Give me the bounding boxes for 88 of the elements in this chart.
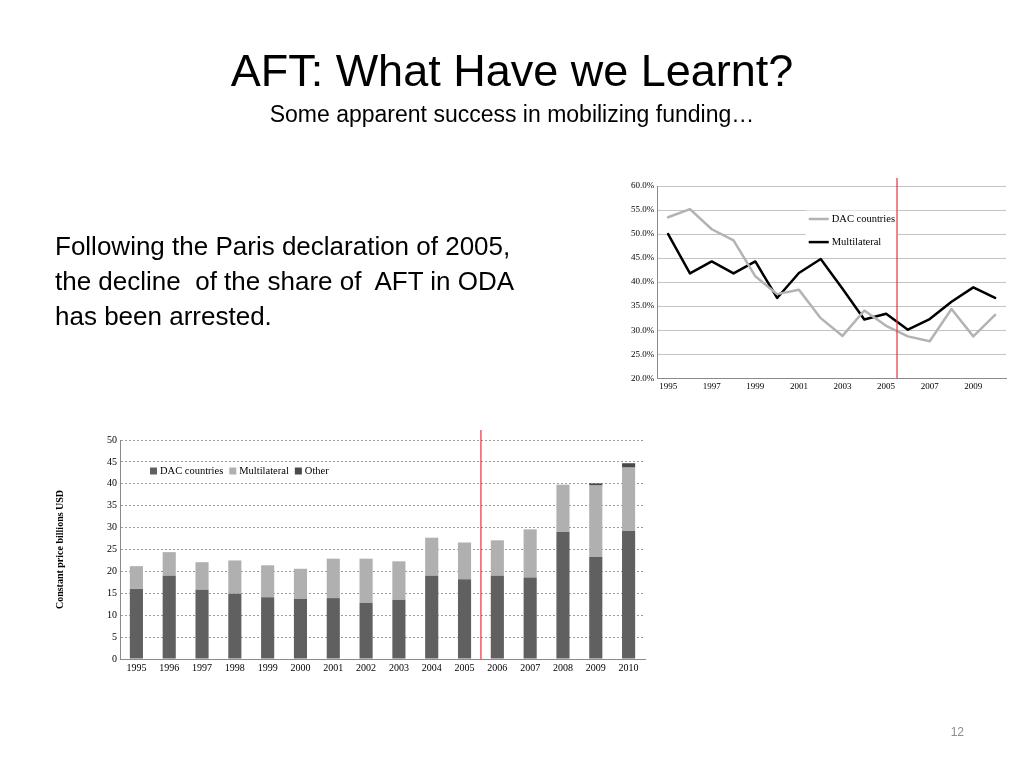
bar — [228, 560, 242, 594]
bar — [425, 537, 439, 576]
x-tick-label: 2003 — [388, 661, 409, 673]
bar — [195, 562, 209, 590]
x-tick-label: 2001 — [323, 661, 344, 673]
x-tick-label: 1995 — [126, 661, 147, 673]
bar — [261, 597, 275, 659]
y-tick-label: 35 — [107, 499, 117, 511]
y-tick-label: 35.0% — [631, 300, 655, 311]
x-tick-label: 1999 — [257, 661, 278, 673]
bar — [162, 575, 176, 659]
y-tick-label: 50 — [107, 433, 117, 445]
y-tick-label: 10 — [107, 608, 117, 620]
bar — [195, 589, 209, 659]
y-tick-label: 45.0% — [631, 252, 655, 263]
x-tick-label: 2008 — [552, 661, 573, 673]
bar — [293, 598, 308, 659]
y-tick-label: 40.0% — [631, 276, 655, 287]
bar — [326, 598, 340, 659]
bar — [293, 568, 308, 599]
bar — [589, 556, 603, 659]
bar — [622, 531, 636, 659]
chart-title: AFT: What Have we Learnt? — [229, 45, 795, 97]
bar — [359, 558, 373, 603]
bar — [392, 599, 406, 659]
text: Following the Paris declaration of 2005, the decline of the share of AFT in ODA has been arrested. — [55, 230, 515, 333]
y-tick-label: 50.0% — [631, 228, 655, 239]
x-tick-label: 1996 — [159, 661, 180, 673]
bar — [622, 467, 636, 532]
y-tick-label: 45 — [107, 455, 117, 467]
bar — [326, 558, 340, 599]
bar — [556, 484, 570, 532]
x-tick-label: 2000 — [290, 661, 311, 673]
x-tick-label: 2002 — [356, 661, 377, 673]
y-tick-label: 20 — [107, 565, 117, 577]
bar — [556, 531, 570, 659]
bar — [523, 529, 537, 578]
x-tick-label: 2007 — [920, 380, 940, 391]
bar — [261, 565, 275, 598]
bar — [129, 566, 143, 589]
legend-label: DAC countries — [831, 212, 896, 224]
x-tick-label: 2009 — [585, 661, 606, 673]
bar — [457, 542, 472, 580]
y-tick-label: 25.0% — [631, 348, 655, 359]
x-tick-label: 2005 — [877, 380, 896, 391]
y-tick-label: 5 — [112, 630, 117, 642]
x-tick-label: 2003 — [833, 380, 853, 391]
y-tick-label: 55.0% — [631, 204, 655, 215]
x-tick-label: 1997 — [702, 380, 722, 391]
bar — [523, 577, 537, 659]
bar — [457, 579, 472, 659]
bar — [589, 483, 603, 486]
legend-label: DAC countries — [160, 464, 224, 476]
x-tick-label: 1998 — [224, 661, 245, 673]
bar — [490, 575, 504, 659]
y-tick-label: 30 — [107, 521, 117, 533]
y-tick-label: 40 — [107, 477, 117, 489]
text: 12 — [949, 724, 964, 740]
bar — [425, 575, 439, 659]
bar — [228, 593, 242, 659]
legend-label: Multilateral — [831, 235, 882, 247]
x-tick-label: 1997 — [192, 661, 213, 673]
x-tick-label: 2010 — [618, 661, 639, 673]
legend-label: Other — [304, 464, 330, 476]
bar — [162, 552, 176, 576]
bar — [392, 561, 406, 600]
x-tick-label: 2007 — [520, 661, 541, 673]
bar — [622, 463, 636, 468]
x-tick-label: 1995 — [659, 380, 678, 391]
legend-label: Multilateral — [239, 464, 289, 476]
x-tick-label: 2006 — [487, 661, 508, 673]
bar — [589, 485, 603, 557]
bar — [359, 602, 373, 659]
x-tick-label: 2001 — [789, 380, 808, 391]
x-tick-label: 1999 — [746, 380, 765, 391]
chart-subtitle: Some apparent success in mobilizing funding… — [268, 101, 756, 128]
y-tick-label: 0 — [112, 652, 117, 664]
y-tick-label: 30.0% — [631, 324, 655, 335]
y-axis-title: Constant price billions USD — [53, 489, 65, 610]
bar — [129, 588, 143, 659]
y-tick-label: 20.0% — [631, 372, 655, 383]
x-tick-label: 2005 — [454, 661, 475, 673]
x-tick-label: 2004 — [421, 661, 442, 673]
y-tick-label: 60.0% — [631, 180, 655, 191]
x-tick-label: 2009 — [964, 380, 983, 391]
bar — [490, 540, 504, 576]
y-tick-label: 25 — [107, 543, 117, 555]
y-tick-label: 15 — [107, 586, 117, 598]
